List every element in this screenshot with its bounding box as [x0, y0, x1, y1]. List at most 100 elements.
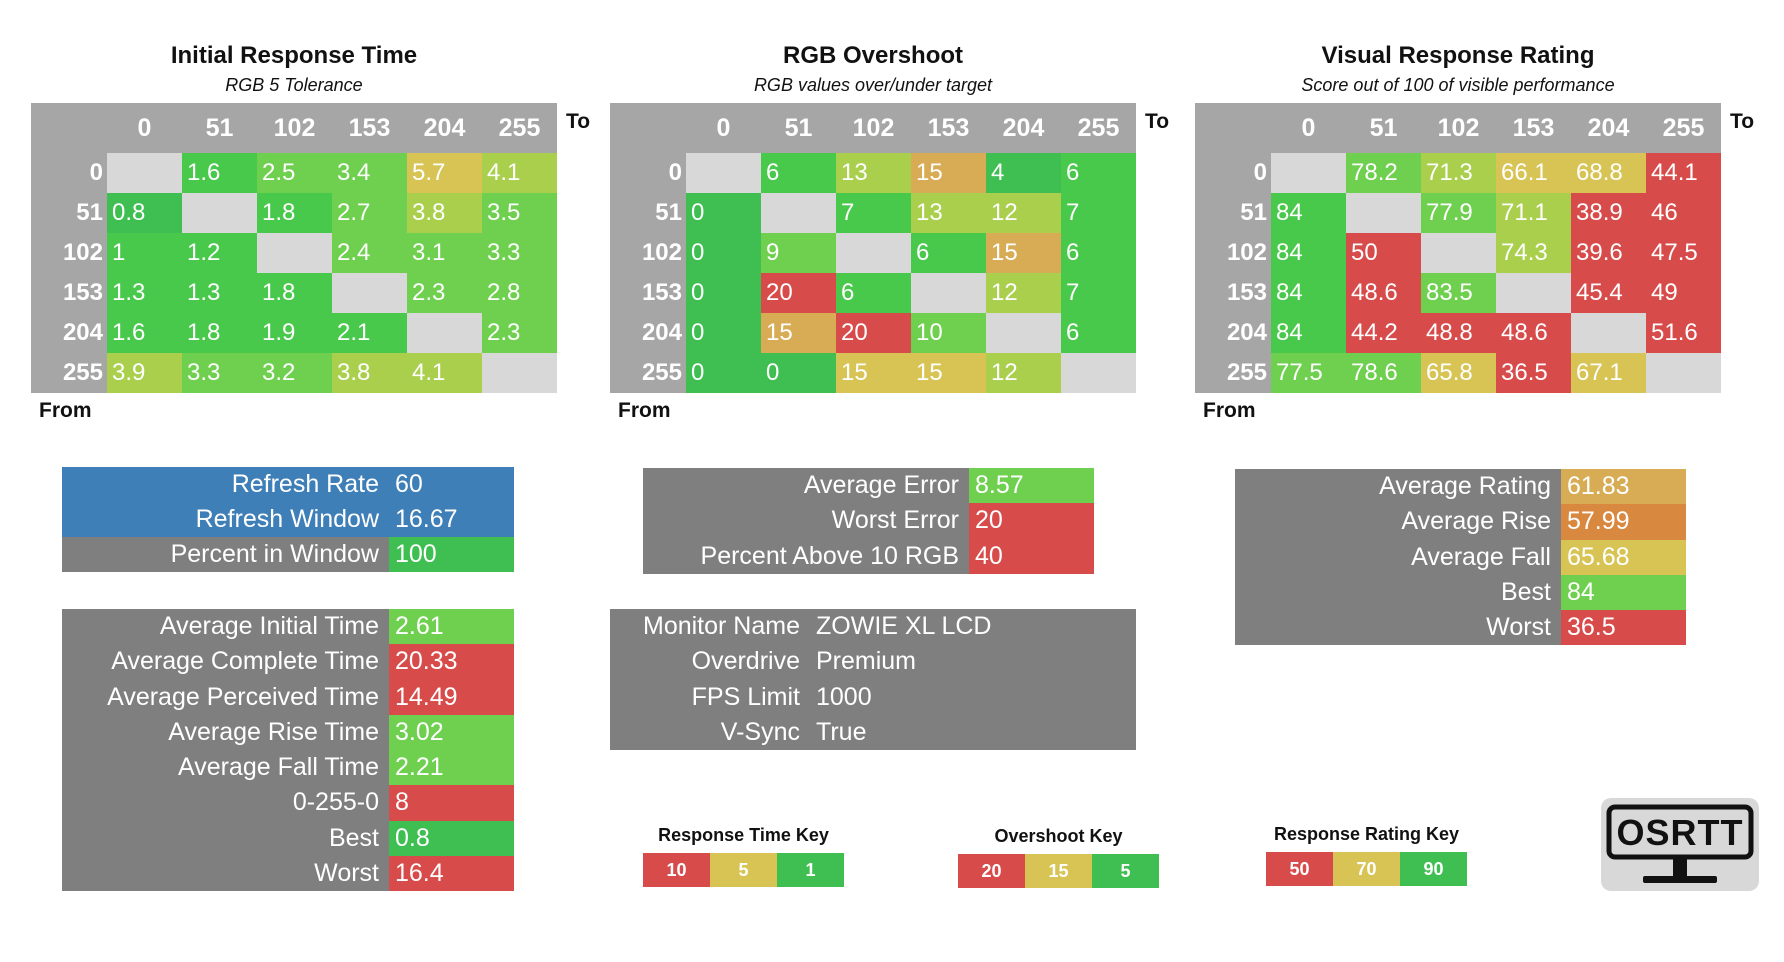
empty-cell: [107, 153, 182, 193]
error-stat-value: 8.57: [969, 468, 1094, 504]
heatmap-cell: 6: [836, 273, 911, 313]
heatmap-cell: 47.5: [1646, 233, 1721, 273]
refresh-stat-value: 16.67: [389, 502, 514, 537]
heatmap-cell: 50: [1346, 233, 1421, 273]
empty-cell: [1271, 153, 1346, 193]
rating-stat-value: 65.68: [1561, 539, 1686, 575]
heatmap-cell: 0.8: [107, 193, 182, 233]
monitor-logo-icon: OSRTT: [1606, 804, 1754, 883]
row-header: 255: [1226, 359, 1267, 386]
empty-cell: [686, 153, 761, 193]
heatmap-cell: 15: [836, 353, 911, 393]
heatmap-cell: 45.4: [1571, 273, 1646, 313]
heatmap-cell: 2.5: [257, 153, 332, 193]
heatmap-grid: 0 0 51 51 102 102 153 153 204 204 255 255 1.6 2.5 3.4 5…: [31, 103, 557, 393]
heatmap-cell: 12: [986, 193, 1061, 233]
time-stat-value: 0.8: [389, 820, 514, 856]
empty-cell: [332, 273, 407, 313]
heatmap-cell: 12: [986, 273, 1061, 313]
error-stat-label: Worst Error: [643, 503, 969, 539]
heatmap-cell: 77.9: [1421, 193, 1496, 233]
axis-label-to: To: [566, 110, 591, 133]
column-header: 51: [205, 114, 234, 142]
matrix-title: RGB Overshoot: [782, 42, 964, 69]
column-header: 255: [1662, 114, 1705, 142]
heatmap-cell: 36.5: [1496, 353, 1571, 393]
heatmap-cell: 9: [761, 233, 836, 273]
heatmap-cell: 3.5: [482, 193, 557, 233]
heatmap-cell: 2.8: [482, 273, 557, 313]
heatmap-cell: 1.2: [182, 233, 257, 273]
refresh-stat-label: Refresh Rate: [62, 467, 389, 502]
error-stat-value: 20: [969, 503, 1094, 539]
matrix-title: Initial Response Time: [170, 42, 418, 69]
heatmap-cell: 49: [1646, 273, 1721, 313]
matrix-subtitle: RGB values over/under target: [753, 75, 993, 95]
time-stat-value: 3.02: [389, 714, 514, 750]
refresh-stat-label: Percent in Window: [62, 537, 389, 572]
rating-stat-value: 36.5: [1561, 610, 1686, 646]
column-header: 204: [1587, 114, 1630, 142]
time-stat-value: 8: [389, 785, 514, 821]
heatmap-cell: 84: [1271, 233, 1346, 273]
heatmap-cell: 48.8: [1421, 313, 1496, 353]
heatmap-cell: 84: [1271, 273, 1346, 313]
row-header: 102: [62, 239, 103, 266]
heatmap-cell: 78.2: [1346, 153, 1421, 193]
heatmap-cell: 4: [986, 153, 1061, 193]
heatmap-cell: 1.3: [182, 273, 257, 313]
key-swatch: 70: [1333, 852, 1400, 886]
matrix-title: Visual Response Rating: [1321, 42, 1595, 69]
monitor-stand-base: [1643, 876, 1717, 883]
heatmap-cell: 0: [761, 353, 836, 393]
row-header: 153: [62, 279, 103, 306]
heatmap-cell: 13: [836, 153, 911, 193]
column-header: 51: [784, 114, 813, 142]
heatmap-cell: 44.1: [1646, 153, 1721, 193]
heatmap-cell: 6: [911, 233, 986, 273]
heatmap-cell: 0: [686, 193, 761, 233]
heatmap-cell: 4.1: [482, 153, 557, 193]
monitor-info-label: V-Sync: [720, 717, 800, 746]
row-header: 204: [641, 319, 682, 346]
axis-label-from: From: [618, 399, 671, 422]
heatmap-cell: 15: [911, 353, 986, 393]
heatmap-cell: 15: [986, 233, 1061, 273]
column-header: 0: [1301, 114, 1316, 142]
axis-label-to: To: [1730, 110, 1755, 133]
key-swatch: 15: [1025, 854, 1092, 888]
heatmap-cell: 5.7: [407, 153, 482, 193]
time-stat-label: Best: [62, 820, 389, 856]
monitor-stand-neck: [1673, 857, 1687, 877]
heatmap-cell: 10: [911, 313, 986, 353]
heatmap-cell: 65.8: [1421, 353, 1496, 393]
row-header: 204: [1226, 319, 1267, 346]
heatmap-cell: 83.5: [1421, 273, 1496, 313]
empty-cell: [1421, 233, 1496, 273]
key-title: Response Rating Key: [1273, 824, 1460, 844]
column-header: 102: [1437, 114, 1480, 142]
heatmap-cell: 74.3: [1496, 233, 1571, 273]
heatmap-cell: 6: [1061, 233, 1136, 273]
time-stat-label: Average Complete Time: [62, 644, 389, 680]
axis-label-from: From: [39, 399, 92, 422]
monitor-info-value: ZOWIE XL LCD: [816, 612, 992, 640]
heatmap-cell: 71.3: [1421, 153, 1496, 193]
heatmap-cell: 15: [761, 313, 836, 353]
time-stat-label: Average Rise Time: [62, 714, 389, 750]
heatmap-cell: 12: [986, 353, 1061, 393]
row-header: 153: [641, 279, 682, 306]
axis-label-to: To: [1145, 110, 1170, 133]
row-header: 0: [1253, 159, 1267, 186]
heatmap-cell: 66.1: [1496, 153, 1571, 193]
rating-stat-value: 57.99: [1561, 504, 1686, 540]
heatmap-cell: 3.2: [257, 353, 332, 393]
heatmap-cell: 46: [1646, 193, 1721, 233]
heatmap-cell: 2.1: [332, 313, 407, 353]
empty-cell: [836, 233, 911, 273]
monitor-info-label: FPS Limit: [691, 682, 800, 711]
error-stat-label: Percent Above 10 RGB: [643, 538, 969, 574]
row-header: 51: [1240, 199, 1267, 226]
heatmap-cell: 7: [1061, 273, 1136, 313]
heatmap-cell: 0: [686, 233, 761, 273]
